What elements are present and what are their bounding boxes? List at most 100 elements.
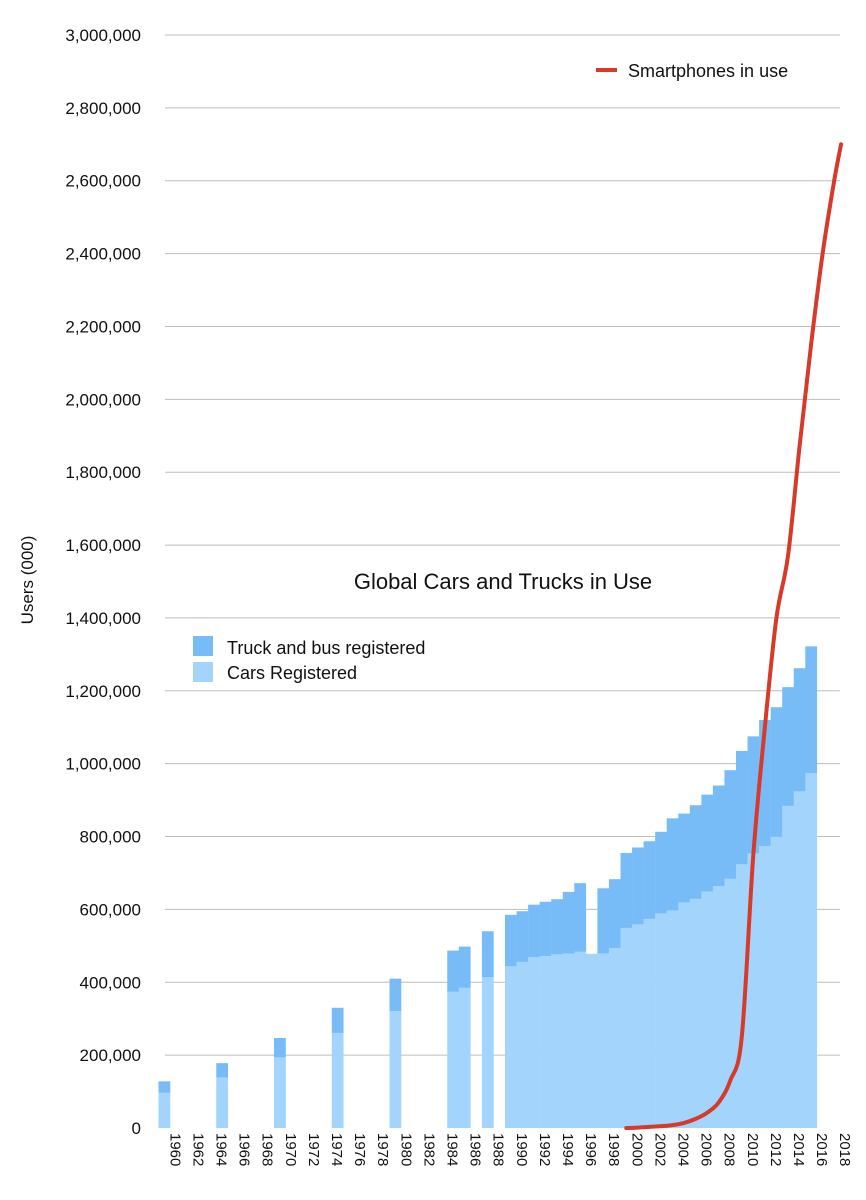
bar-cars <box>597 953 610 1128</box>
bar-trucks <box>574 883 587 952</box>
smartphones-line-layer <box>624 142 844 1130</box>
x-tick-label: 1970 <box>282 1133 299 1166</box>
bar-trucks <box>551 899 563 955</box>
bar-trucks <box>620 852 633 928</box>
y-tick-label: 3,000,000 <box>65 26 141 45</box>
bar-trucks <box>724 770 737 879</box>
bar-trucks <box>528 904 540 958</box>
bar-cars <box>574 951 587 1128</box>
legend-bars: Truck and bus registered Cars Registered <box>193 636 425 683</box>
bar-cars <box>655 913 667 1128</box>
y-tick-label: 2,800,000 <box>65 99 141 118</box>
bar-cars <box>608 947 621 1128</box>
bar-cars <box>759 845 771 1128</box>
y-tick-label: 1,600,000 <box>65 536 141 555</box>
x-tick-label: 2002 <box>651 1133 668 1166</box>
legend-label-smartphones: Smartphones in use <box>628 61 788 81</box>
y-tick-label: 1,000,000 <box>65 755 141 774</box>
x-tick-label: 2014 <box>790 1133 807 1166</box>
x-tick-label: 1986 <box>467 1133 484 1166</box>
bar-cars <box>539 955 552 1128</box>
y-tick-label: 400,000 <box>80 973 141 992</box>
bar-trucks <box>481 931 494 978</box>
bar-cars <box>712 885 725 1128</box>
bar-cars <box>458 987 471 1128</box>
bar-cars <box>689 898 702 1128</box>
bar-cars <box>643 918 656 1128</box>
bar-cars <box>389 1010 402 1128</box>
bar-cars <box>782 805 794 1128</box>
x-tick-label: 2004 <box>674 1133 691 1166</box>
bar-trucks <box>505 914 517 967</box>
y-tick-label: 200,000 <box>80 1046 141 1065</box>
y-axis-label: Users (000) <box>18 536 37 625</box>
bar-cars <box>724 878 737 1128</box>
y-tick-label: 1,400,000 <box>65 609 141 628</box>
bar-trucks <box>562 891 575 954</box>
x-tick-label: 2012 <box>767 1133 784 1166</box>
x-tick-label: 2008 <box>721 1133 738 1166</box>
bar-cars <box>447 991 460 1128</box>
bar-cars <box>805 772 818 1128</box>
bar-cars <box>158 1092 171 1128</box>
y-tick-label: 2,000,000 <box>65 390 141 409</box>
bar-trucks <box>701 794 714 892</box>
x-tick-label: 1992 <box>536 1133 553 1166</box>
bars <box>158 646 818 1128</box>
y-tick-label: 2,400,000 <box>65 245 141 264</box>
bar-trucks <box>516 911 529 962</box>
x-tick-label: 1966 <box>236 1133 253 1166</box>
x-tick-label: 1982 <box>420 1133 437 1166</box>
y-tick-label: 800,000 <box>80 828 141 847</box>
x-tick-label: 1990 <box>513 1133 530 1166</box>
bar-cars <box>551 953 563 1128</box>
bar-cars <box>747 852 760 1128</box>
bar-trucks <box>759 719 771 846</box>
bar-trucks <box>597 888 610 954</box>
bar-cars <box>216 1076 229 1128</box>
x-tick-label: 2016 <box>813 1133 830 1166</box>
bar-trucks <box>158 1081 171 1093</box>
y-tick-label: 2,200,000 <box>65 317 141 336</box>
bar-trucks <box>770 707 783 837</box>
bar-cars <box>678 902 691 1128</box>
bar-trucks <box>608 879 621 948</box>
bar-trucks <box>793 668 806 792</box>
bar-cars <box>481 976 494 1128</box>
y-tick-label: 1,800,000 <box>65 463 141 482</box>
bar-trucks <box>655 831 667 914</box>
bar-trucks <box>389 978 402 1011</box>
x-tick-label: 2000 <box>628 1133 645 1166</box>
bar-trucks <box>216 1063 229 1078</box>
bar-trucks <box>331 1007 344 1033</box>
bar-trucks <box>747 736 760 854</box>
bar-cars <box>666 910 679 1128</box>
bar-trucks <box>274 1038 286 1058</box>
bar-cars <box>562 953 575 1128</box>
x-tick-label: 1978 <box>374 1133 391 1166</box>
bar-trucks <box>782 687 794 806</box>
bar-cars <box>632 923 644 1128</box>
x-tick-label: 1996 <box>582 1133 599 1166</box>
x-tick-label: 2010 <box>744 1133 761 1166</box>
bar-cars <box>770 836 783 1128</box>
x-tick-label: 1972 <box>305 1133 322 1166</box>
x-tick-label: 1968 <box>259 1133 276 1166</box>
legend-swatch-cars <box>193 662 213 682</box>
bar-trucks <box>678 813 691 903</box>
bar-trucks <box>805 646 818 774</box>
bar-cars <box>701 891 714 1128</box>
x-tick-label: 1998 <box>605 1133 622 1166</box>
bar-trucks <box>689 805 702 899</box>
x-tick-label: 1988 <box>490 1133 507 1166</box>
bar-cars <box>736 863 748 1128</box>
x-axis-tick-labels: 1960 1962 1964 1966 1968 1970 1972 1974 1976 1978… <box>166 1133 853 1166</box>
x-tick-label: 1984 <box>443 1133 460 1166</box>
bar-cars <box>620 927 633 1128</box>
x-tick-label: 1962 <box>189 1133 206 1166</box>
y-tick-label: 0 <box>132 1119 141 1138</box>
bar-cars <box>331 1032 344 1128</box>
legend-swatch-trucks <box>193 636 213 656</box>
chart-title: Global Cars and Trucks in Use <box>354 569 652 594</box>
